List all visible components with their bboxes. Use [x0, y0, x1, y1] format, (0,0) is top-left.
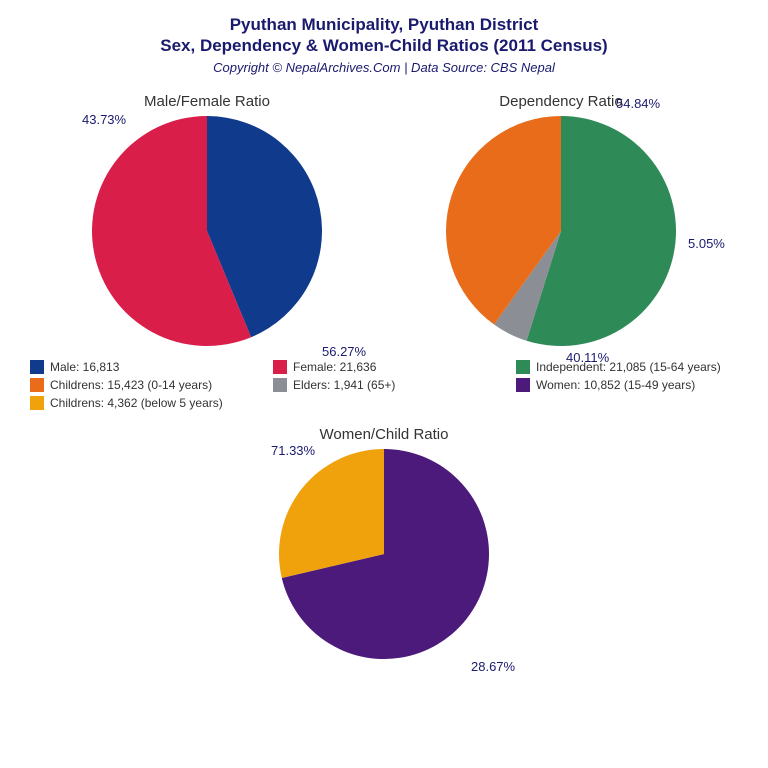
slice-label: 40.11%	[566, 350, 609, 365]
title-line-1: Pyuthan Municipality, Pyuthan District	[0, 14, 768, 35]
slice-label: 71.33%	[271, 443, 315, 458]
slice-label: 56.27%	[322, 344, 366, 359]
legend-swatch	[516, 378, 530, 392]
chart-title: Dependency Ratio	[391, 93, 731, 110]
legend-label: Childrens: 4,362 (below 5 years)	[50, 396, 223, 410]
legend-item: Childrens: 4,362 (below 5 years)	[30, 396, 255, 410]
legend-label: Women: 10,852 (15-49 years)	[536, 378, 695, 392]
pie-dep: 54.84%5.05%40.11%	[446, 116, 676, 346]
chart-title: Male/Female Ratio	[37, 93, 377, 110]
legend-item: Female: 21,636	[273, 360, 498, 374]
subtitle: Copyright © NepalArchives.Com | Data Sou…	[0, 60, 768, 75]
women-child-ratio-chart: Women/Child Ratio 71.33%28.67%	[214, 426, 554, 659]
legend-label: Childrens: 15,423 (0-14 years)	[50, 378, 212, 392]
legend-item: Male: 16,813	[30, 360, 255, 374]
legend-swatch	[273, 360, 287, 374]
bottom-chart-row: Women/Child Ratio 71.33%28.67%	[0, 426, 768, 659]
legend-item: Women: 10,852 (15-49 years)	[516, 378, 741, 392]
slice-label: 5.05%	[688, 236, 725, 251]
legend-swatch	[30, 378, 44, 392]
slice-label: 43.73%	[82, 112, 126, 127]
slice-label: 54.84%	[616, 96, 660, 111]
legend-label: Female: 21,636	[293, 360, 376, 374]
legend-item: Independent: 21,085 (15-64 years)	[516, 360, 741, 374]
legend-label: Male: 16,813	[50, 360, 119, 374]
title-line-2: Sex, Dependency & Women-Child Ratios (20…	[0, 35, 768, 56]
pie-sex: 43.73%56.27%	[92, 116, 322, 346]
legend-swatch	[516, 360, 530, 374]
title-block: Pyuthan Municipality, Pyuthan District S…	[0, 0, 768, 75]
legend-swatch	[273, 378, 287, 392]
pie-wc: 71.33%28.67%	[279, 449, 489, 659]
top-chart-row: Male/Female Ratio 43.73%56.27% Dependenc…	[0, 93, 768, 346]
legend-label: Elders: 1,941 (65+)	[293, 378, 395, 392]
legend-swatch	[30, 396, 44, 410]
dependency-ratio-chart: Dependency Ratio 54.84%5.05%40.11%	[391, 93, 731, 346]
sex-ratio-chart: Male/Female Ratio 43.73%56.27%	[37, 93, 377, 346]
legend-item: Elders: 1,941 (65+)	[273, 378, 498, 392]
legend: Male: 16,813 Female: 21,636 Independent: 2…	[30, 360, 748, 410]
chart-title: Women/Child Ratio	[214, 426, 554, 443]
legend-label: Independent: 21,085 (15-64 years)	[536, 360, 721, 374]
legend-swatch	[30, 360, 44, 374]
legend-item: Childrens: 15,423 (0-14 years)	[30, 378, 255, 392]
slice-label: 28.67%	[471, 659, 515, 674]
